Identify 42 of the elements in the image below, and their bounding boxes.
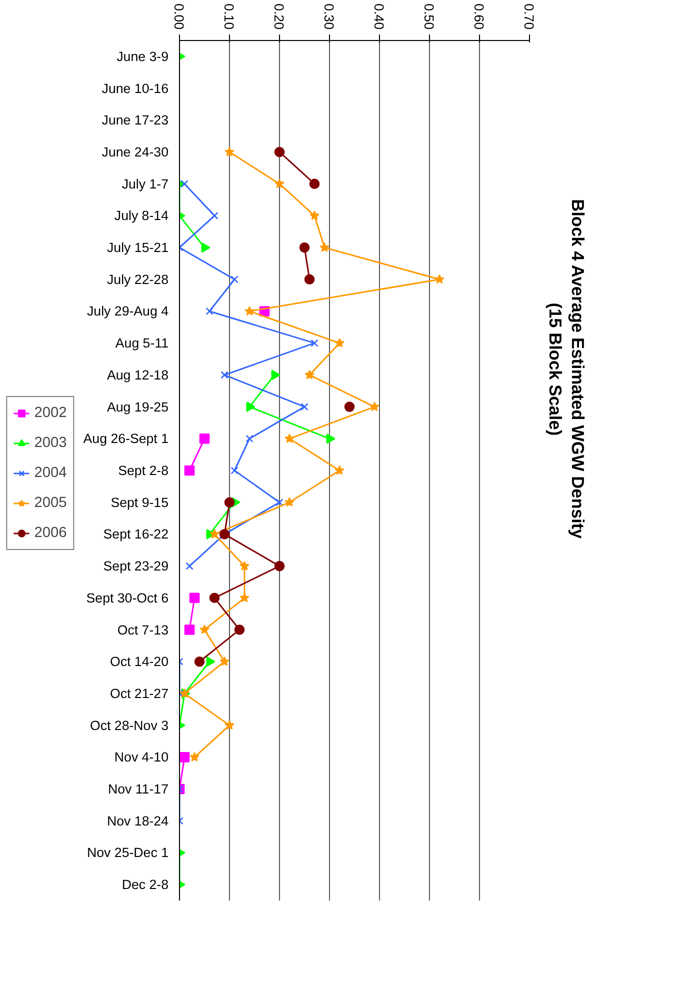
x-tick-label: 0.60	[472, 4, 486, 30]
text: Block 4 Average Estimated WGW Density	[568, 199, 588, 540]
y-tick-label: Nov 11-17	[108, 782, 169, 797]
y-tick-label: June 17-23	[102, 112, 169, 128]
y-tick-label: Nov 4-10	[114, 750, 169, 765]
y-tick-label: Sept 2-8	[118, 463, 169, 478]
y-tick-label: July 22-28	[107, 272, 169, 287]
x-tick-label: 0.10	[222, 4, 236, 30]
y-tick-label: Sept 9-15	[110, 494, 168, 510]
y-tick-label: Nov 18-24	[107, 813, 170, 828]
legend-label: 2006	[34, 524, 67, 540]
y-tick-label: July 15-21	[107, 240, 169, 256]
x-tick-label: 0.50	[422, 4, 436, 30]
y-tick-label: July 1-7	[122, 176, 169, 192]
y-tick-label: Dec 2-8	[122, 877, 169, 892]
y-tick-label: Aug 5-11	[115, 336, 169, 351]
y-tick-label: Oct 14-20	[110, 654, 169, 670]
x-tick-label: 0.30	[322, 4, 336, 30]
y-tick-label: Aug 26-Sept 1	[83, 431, 169, 446]
y-tick-label: July 8-14	[114, 208, 170, 224]
x-tick-label: 0.40	[372, 4, 386, 30]
legend-label: 2002	[34, 404, 67, 420]
y-tick-label: July 29-Aug 4	[87, 304, 170, 319]
y-tick-label: June 24-30	[102, 144, 169, 160]
text: (15 Block Scale)	[546, 302, 566, 436]
y-tick-label: Oct 7-13	[117, 622, 169, 638]
y-tick-label: Oct 28-Nov 3	[90, 718, 169, 733]
x-tick-label: 0.00	[172, 4, 186, 30]
x-tick-label: 0.70	[522, 4, 536, 30]
x-tick-label: 0.20	[272, 4, 286, 30]
y-tick-label: Oct 21-27	[110, 686, 169, 701]
y-tick-label: Nov 25-Dec 1	[87, 845, 169, 860]
y-tick-label: Aug 12-18	[106, 367, 169, 382]
y-tick-label: Sept 30-Oct 6	[86, 590, 168, 606]
y-tick-label: June 10-16	[102, 80, 169, 96]
y-tick-label: Aug 19-25	[106, 399, 169, 414]
legend-label: 2004	[34, 464, 67, 480]
legend-label: 2005	[34, 494, 67, 510]
y-tick-label: June 3-9	[116, 48, 169, 64]
y-tick-label: Sept 23-29	[103, 558, 169, 574]
y-tick-label: Sept 16-22	[103, 526, 169, 542]
legend-label: 2003	[34, 434, 67, 450]
